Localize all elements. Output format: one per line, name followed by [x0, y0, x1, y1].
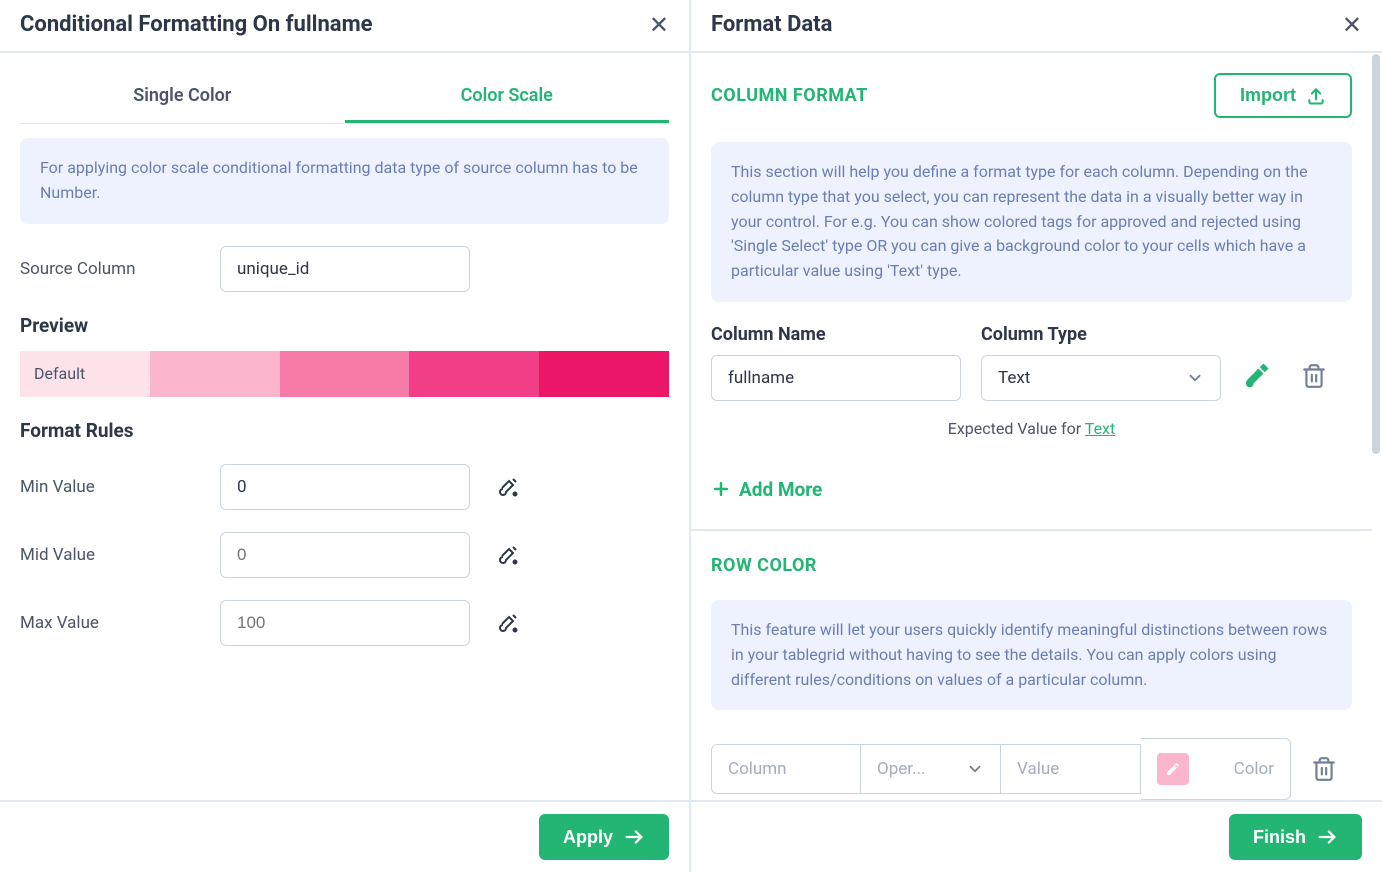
row-color-operator-placeholder: Oper... [877, 759, 925, 779]
fill-color-icon[interactable] [496, 475, 520, 499]
tab-color-scale[interactable]: Color Scale [345, 71, 670, 123]
add-more-button[interactable]: Add More [711, 478, 1352, 501]
column-format-header: COLUMN FORMAT Import [711, 73, 1352, 118]
column-format-title: COLUMN FORMAT [711, 85, 868, 106]
right-panel-header: Format Data ✕ [691, 0, 1382, 53]
expected-value-prefix: Expected Value for [948, 419, 1085, 438]
mid-value-input[interactable] [220, 532, 470, 578]
tab-single-color[interactable]: Single Color [20, 71, 345, 123]
column-type-select[interactable]: Text [981, 355, 1221, 401]
format-tabs: Single Color Color Scale [20, 71, 669, 124]
color-swatch [1157, 753, 1189, 785]
row-color-column-placeholder: Column [728, 759, 787, 779]
min-value-input[interactable]: 0 [220, 464, 470, 510]
expected-value-link[interactable]: Text [1085, 419, 1115, 438]
add-more-label: Add More [739, 478, 822, 501]
column-definition-row: Column Name fullname Column Type Text [711, 324, 1352, 401]
format-rules-label: Format Rules [20, 419, 669, 442]
scrollbar-thumb[interactable] [1372, 54, 1380, 454]
column-name-label: Column Name [711, 324, 961, 345]
row-color-color-select[interactable]: Color [1141, 738, 1291, 800]
min-value-row: Min Value 0 [20, 464, 669, 510]
source-column-input[interactable]: unique_id [220, 246, 470, 292]
row-color-operator-select[interactable]: Oper... [861, 744, 1001, 794]
arrow-right-icon [1316, 826, 1338, 848]
trash-icon[interactable] [1311, 756, 1337, 782]
max-value-row: Max Value [20, 600, 669, 646]
min-value-label: Min Value [20, 477, 200, 497]
row-color-info: This feature will let your users quickly… [711, 600, 1352, 710]
mid-value-row: Mid Value [20, 532, 669, 578]
import-button[interactable]: Import [1214, 73, 1352, 118]
left-panel-title: Conditional Formatting On fullname [20, 12, 373, 37]
fill-color-icon[interactable] [496, 543, 520, 567]
column-name-input[interactable]: fullname [711, 355, 961, 401]
fill-color-icon[interactable] [496, 611, 520, 635]
column-name-field: Column Name fullname [711, 324, 961, 401]
plus-icon [711, 479, 731, 499]
preview-seg-3 [409, 351, 539, 397]
row-color-value-placeholder: Value [1017, 759, 1059, 779]
left-panel-header: Conditional Formatting On fullname ✕ [0, 0, 689, 53]
chevron-down-icon [1186, 369, 1204, 387]
preview-bar: Default [20, 351, 669, 397]
scrollbar[interactable] [1372, 54, 1380, 802]
right-panel-body: COLUMN FORMAT Import This section will h… [691, 53, 1382, 800]
max-value-label: Max Value [20, 613, 200, 633]
right-panel-footer: Finish [691, 800, 1382, 872]
section-divider [691, 529, 1372, 531]
right-panel-title: Format Data [711, 12, 832, 37]
row-color-rule-row: Column Oper... Value Color [711, 738, 1352, 800]
left-panel-footer: Apply [0, 800, 689, 872]
upload-icon [1306, 86, 1326, 106]
preview-label: Preview [20, 314, 669, 337]
row-color-column-input[interactable]: Column [711, 744, 861, 794]
finish-button-label: Finish [1253, 827, 1306, 848]
finish-button[interactable]: Finish [1229, 814, 1362, 860]
trash-icon[interactable] [1301, 363, 1327, 389]
preview-seg-0: Default [20, 351, 150, 397]
row-color-value-input[interactable]: Value [1001, 744, 1141, 794]
apply-button-label: Apply [563, 827, 613, 848]
close-icon[interactable]: ✕ [1342, 13, 1362, 37]
preview-seg-4 [539, 351, 669, 397]
arrow-right-icon [623, 826, 645, 848]
paint-brush-icon[interactable] [1241, 361, 1271, 391]
column-type-label: Column Type [981, 324, 1221, 345]
conditional-formatting-panel: Conditional Formatting On fullname ✕ Sin… [0, 0, 691, 872]
source-column-row: Source Column unique_id [20, 246, 669, 292]
row-color-color-placeholder: Color [1234, 759, 1274, 779]
source-column-label: Source Column [20, 259, 200, 279]
column-type-value: Text [998, 368, 1030, 388]
pencil-icon [1165, 761, 1181, 777]
chevron-down-icon [966, 760, 984, 778]
preview-seg-1 [150, 351, 280, 397]
format-data-panel: Format Data ✕ COLUMN FORMAT Import This … [691, 0, 1382, 872]
preview-default-text: Default [34, 364, 85, 383]
close-icon[interactable]: ✕ [649, 13, 669, 37]
row-color-title: ROW COLOR [711, 555, 1352, 576]
column-format-info: This section will help you define a form… [711, 142, 1352, 302]
column-type-field: Column Type Text [981, 324, 1221, 401]
left-panel-body: Single Color Color Scale For applying co… [0, 53, 689, 800]
expected-value-row: Expected Value for Text [711, 419, 1352, 438]
info-box-scale: For applying color scale conditional for… [20, 138, 669, 224]
import-button-label: Import [1240, 85, 1296, 106]
apply-button[interactable]: Apply [539, 814, 669, 860]
max-value-input[interactable] [220, 600, 470, 646]
mid-value-label: Mid Value [20, 545, 200, 565]
preview-seg-2 [280, 351, 410, 397]
